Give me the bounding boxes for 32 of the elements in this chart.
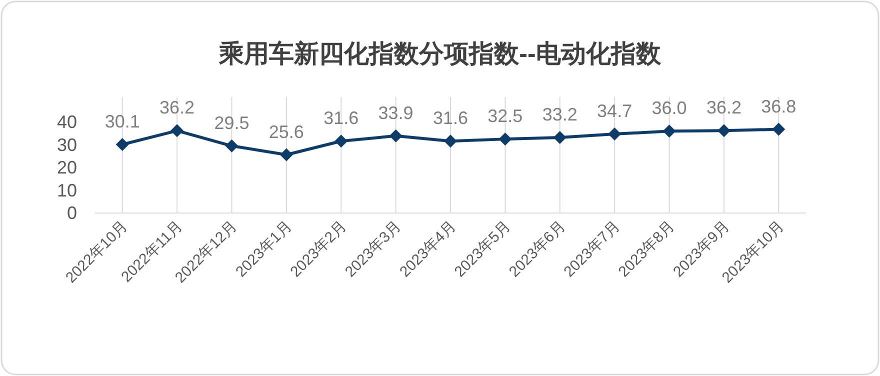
data-label: 33.2 (542, 104, 578, 124)
chart-title: 乘用车新四化指数分项指数--电动化指数 (218, 40, 662, 68)
data-label: 29.5 (214, 112, 250, 133)
point (116, 138, 129, 152)
y-tick-label: 40 (56, 112, 77, 132)
data-label: 36.2 (706, 98, 742, 118)
point (662, 124, 676, 138)
point (717, 124, 730, 138)
point (334, 134, 348, 148)
point (225, 139, 238, 152)
point (170, 124, 184, 138)
y-tick-label: 20 (56, 158, 77, 178)
data-label: 32.5 (488, 106, 523, 126)
data-label: 34.7 (597, 101, 632, 122)
data-label: 31.6 (324, 108, 359, 128)
y-tick-label: 10 (56, 180, 77, 200)
point (280, 148, 293, 162)
point (608, 128, 622, 141)
data-label: 31.6 (432, 108, 468, 128)
y-tick-label: 30 (56, 134, 77, 155)
data-label: 36.0 (652, 98, 687, 118)
data-label: 36.2 (160, 98, 195, 118)
point (444, 134, 457, 148)
point (498, 132, 512, 146)
point (389, 129, 402, 142)
y-tick-label: 0 (66, 203, 77, 223)
data-label: 30.1 (104, 112, 140, 132)
data-label: 33.9 (378, 102, 414, 123)
point (553, 130, 566, 144)
data-label: 25.6 (268, 122, 304, 142)
point (772, 122, 786, 136)
data-label: 36.8 (761, 96, 796, 116)
